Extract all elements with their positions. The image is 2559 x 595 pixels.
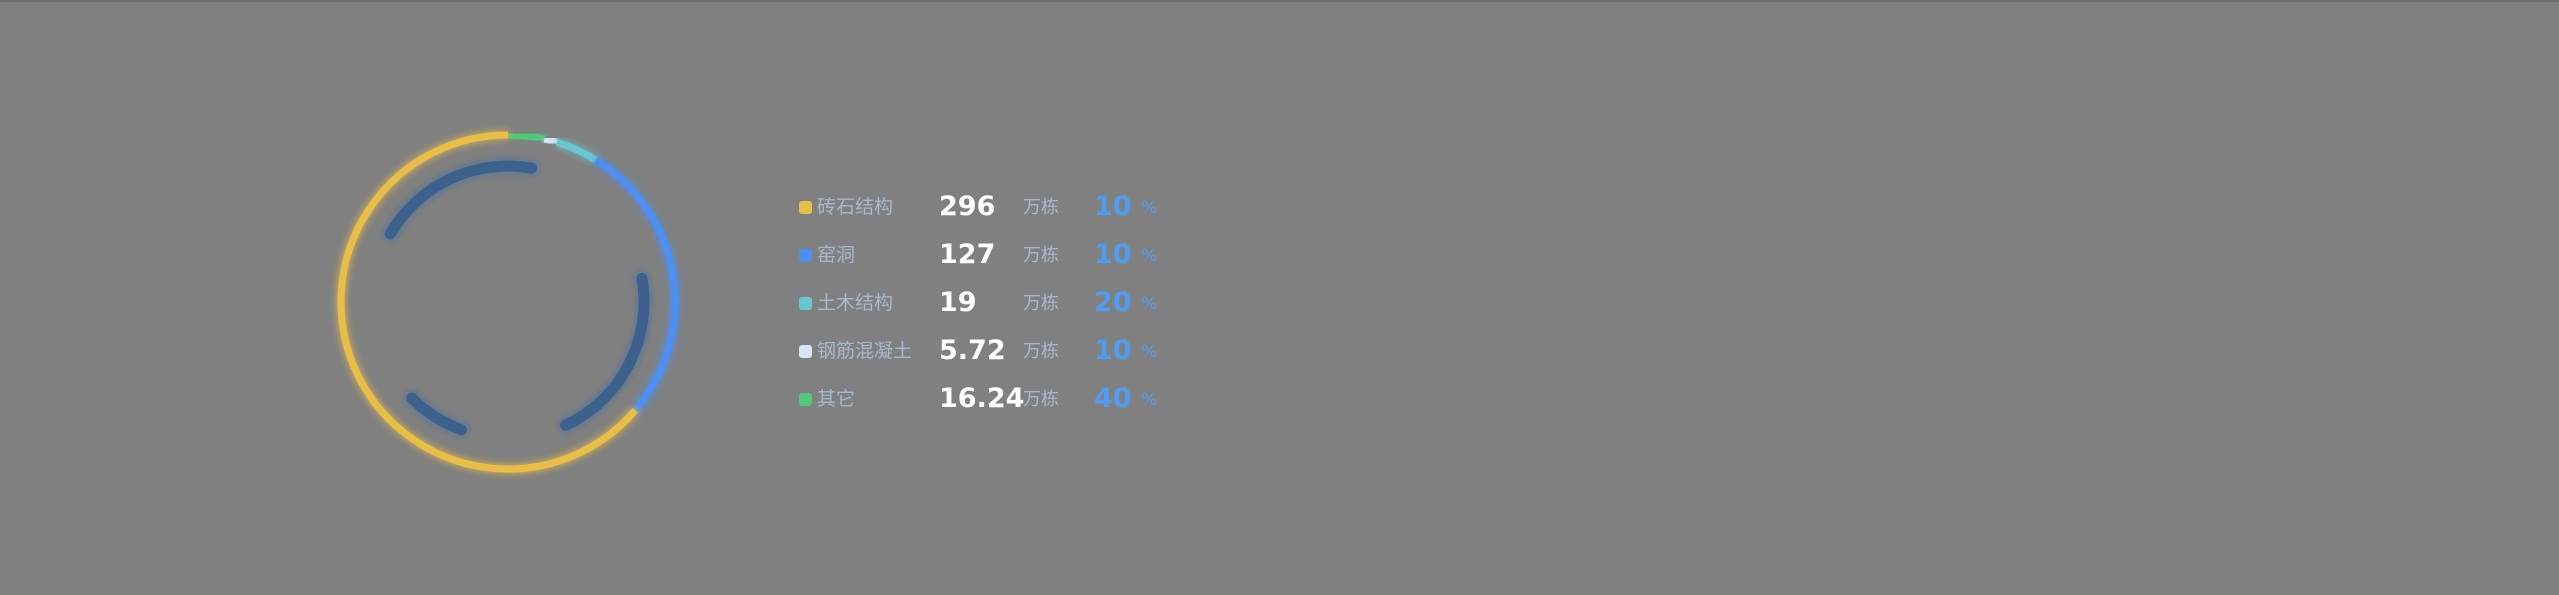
legend-row: 土木结构 19 万栋 20 %: [799, 282, 1199, 330]
inner-ring-decoration: [381, 157, 653, 439]
legend-label: 土木结构: [817, 292, 894, 314]
legend-percent: 10: [1094, 191, 1132, 222]
legend-percent: 10: [1094, 335, 1132, 366]
legend-percent-sign: %: [1141, 246, 1158, 266]
legend-percent: 10: [1094, 239, 1132, 270]
legend-percent-sign: %: [1141, 342, 1158, 362]
legend-swatch: [799, 249, 812, 262]
legend-swatch: [799, 393, 812, 406]
legend-unit: 万栋: [1023, 389, 1059, 410]
legend-percent: 40: [1094, 383, 1132, 414]
ring-slice-砖石结构: [337, 131, 638, 473]
legend-swatch: [799, 297, 812, 310]
legend-label: 砖石结构: [817, 196, 894, 218]
legend-value: 16.24: [939, 383, 1025, 414]
ring-slice-其它: [507, 131, 546, 143]
legend-percent-sign: %: [1141, 390, 1158, 410]
legend-row: 其它 16.24 万栋 40 %: [799, 378, 1199, 426]
legend-swatch: [799, 345, 812, 358]
legend-percent: 20: [1094, 287, 1132, 318]
legend: 砖石结构 296 万栋 10 % 窑洞 127 万栋 10 % 土木结构 19 …: [799, 186, 1199, 426]
ring-slice-钢筋混凝土: [543, 135, 558, 146]
legend-value: 296: [939, 191, 996, 222]
legend-unit: 万栋: [1023, 197, 1059, 218]
inner-arc: [384, 160, 538, 240]
legend-unit: 万栋: [1023, 341, 1059, 362]
ring-slice-土木结构: [555, 138, 598, 164]
legend-swatch: [799, 201, 812, 214]
legend-label: 其它: [817, 388, 856, 410]
ring-slices: [337, 131, 679, 473]
legend-percent-sign: %: [1141, 198, 1158, 218]
legend-label: 窑洞: [817, 244, 856, 266]
top-border: [0, 0, 2559, 2]
legend-label: 钢筋混凝土: [817, 340, 913, 362]
legend-value: 127: [939, 239, 996, 270]
legend-row: 砖石结构 296 万栋 10 %: [799, 186, 1199, 234]
legend-unit: 万栋: [1023, 245, 1059, 266]
ring-chart: [337, 131, 679, 473]
ring-slice-窑洞: [594, 157, 679, 413]
legend-row: 窑洞 127 万栋 10 %: [799, 234, 1199, 282]
legend-row: 钢筋混凝土 5.72 万栋 10 %: [799, 330, 1199, 378]
inner-arc: [559, 272, 650, 431]
legend-percent-sign: %: [1141, 294, 1158, 314]
inner-arc: [406, 392, 467, 436]
legend-value: 19: [939, 287, 977, 318]
legend-unit: 万栋: [1023, 293, 1059, 314]
legend-value: 5.72: [939, 335, 1006, 366]
